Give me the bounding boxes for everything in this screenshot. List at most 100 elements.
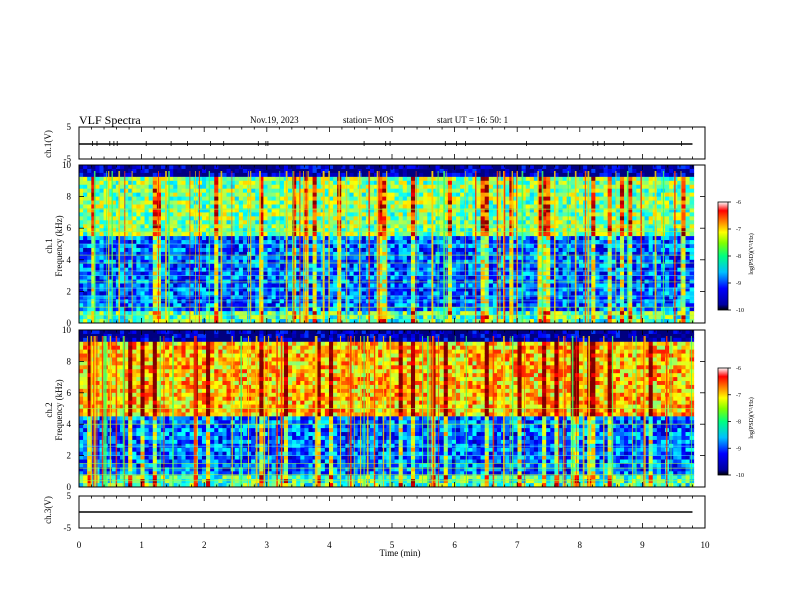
spectrogram-cell (210, 212, 215, 217)
spectrogram-cell (492, 192, 498, 197)
spectrogram-cell (439, 188, 445, 194)
spectrogram-cell (136, 311, 141, 316)
spectrogram-cell (181, 267, 186, 273)
spectrogram-cell (222, 267, 227, 273)
spectrogram-cell (111, 180, 117, 186)
spectrogram-cell (374, 165, 379, 170)
spectrogram-cell (546, 216, 551, 221)
spectrogram-cell (124, 315, 129, 320)
spectrogram-cell (374, 275, 379, 280)
spectrogram-cell (140, 311, 145, 316)
spectrogram-cell (316, 315, 322, 320)
spectrogram-cell (169, 244, 174, 249)
spectrogram-cell (513, 220, 518, 225)
spectrogram-cell (529, 192, 535, 197)
spectrogram-cell (369, 224, 375, 229)
spectrogram-cell (251, 236, 256, 241)
spectrogram-cell (230, 212, 236, 217)
spectrogram-cell (341, 220, 346, 225)
spectrogram-cell (144, 283, 150, 288)
spectrogram-cell (189, 307, 195, 312)
spectrogram-cell (538, 295, 543, 300)
spectrogram-cell (181, 244, 186, 249)
spectrogram-cell (492, 299, 498, 304)
spectrogram-cell (132, 240, 137, 245)
spectrogram-cell (115, 287, 121, 292)
spectrogram-cell (558, 232, 563, 237)
spectrogram-cell (87, 299, 92, 304)
spectrogram-cell (513, 244, 518, 249)
spectrogram-cell (546, 271, 551, 276)
spectrogram-cell (308, 216, 313, 221)
spectrogram-cell (140, 283, 145, 288)
spectrogram-cell (480, 200, 486, 205)
spectrogram-cell (574, 220, 580, 225)
spectrogram-cell (95, 220, 100, 225)
spectrogram-cell (423, 315, 428, 320)
spectrogram-cell (210, 240, 215, 245)
spectrogram-cell (181, 307, 186, 312)
spectrogram-cell (394, 204, 400, 209)
spectrogram-cell (238, 263, 244, 269)
spectrogram-cell (480, 224, 486, 229)
spectrogram-cell (468, 200, 473, 205)
spectrogram-cell (275, 180, 281, 186)
spectrogram-cell (333, 303, 338, 308)
spectrogram-cell (201, 251, 207, 257)
spectrogram-cell (406, 180, 412, 186)
spectrogram-cell (390, 267, 395, 273)
spectrogram-cell (558, 291, 563, 296)
spectrogram-cell (464, 224, 469, 229)
spectrogram-cell (570, 263, 576, 269)
spectrogram-cell (152, 263, 158, 269)
spectrogram-cell (374, 271, 379, 276)
spectrogram-cell (521, 275, 527, 280)
spectrogram-cell (119, 212, 125, 217)
spectrogram-cell (349, 315, 354, 320)
spectrogram-cell (410, 251, 416, 257)
spectrogram-cell (181, 311, 186, 316)
spectrogram-cell (189, 224, 195, 229)
spectrogram-cell (99, 263, 104, 269)
spectrogram-cell (394, 165, 400, 170)
spectrogram-cell (99, 236, 104, 241)
spectrogram-cell (279, 271, 285, 276)
spectrogram-cell (333, 311, 338, 316)
spectrogram-cell (242, 275, 248, 280)
spectrogram-cell (156, 315, 162, 320)
spectrogram-cell (562, 172, 568, 178)
spectrogram-cell (456, 216, 461, 221)
spectrogram-cell (328, 200, 334, 205)
spectrogram-cell (386, 172, 391, 178)
spectrogram-cell (505, 236, 510, 241)
spectrogram-cell (451, 247, 457, 253)
spectrogram-cell (259, 271, 264, 276)
spectrogram-cell (328, 184, 334, 190)
spectrogram-cell (410, 271, 416, 276)
spectrogram-cell (345, 220, 350, 225)
spectrogram-cell (181, 259, 186, 265)
spectrogram-cell (271, 263, 277, 269)
spectrogram-cell (390, 271, 395, 276)
spectrogram-cell (447, 287, 453, 292)
spectrogram-cell (255, 247, 260, 253)
spectrogram-cell (136, 287, 141, 292)
spectrogram-cell (369, 287, 375, 292)
spectrogram-cell (365, 244, 371, 249)
spectrogram-cell (538, 275, 543, 280)
spectrogram-cell (152, 271, 158, 276)
spectrogram-cell (447, 315, 453, 320)
spectrogram-cell (107, 216, 113, 221)
spectrogram-cell (361, 291, 367, 296)
spectrogram-cell (144, 232, 150, 237)
spectrogram-cell (378, 295, 383, 300)
spectrogram-cell (226, 176, 232, 182)
spectrogram-cell (369, 319, 375, 324)
spectrogram-cell (521, 188, 527, 194)
spectrogram-cell (521, 271, 527, 276)
spectrogram-cell (111, 271, 117, 276)
spectrogram-cell (369, 240, 375, 245)
spectrogram-cell (554, 295, 559, 300)
spectrogram-cell (226, 247, 232, 253)
spectrogram-cell (492, 220, 498, 225)
